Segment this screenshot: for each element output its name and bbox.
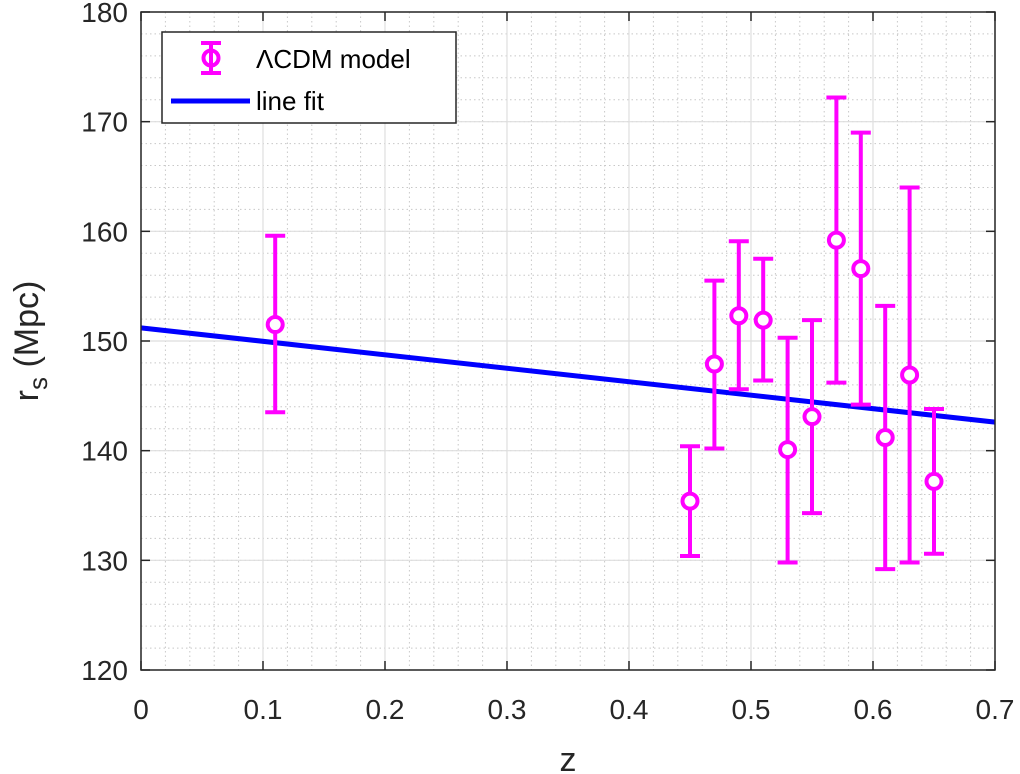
legend[interactable]: ΛCDM model line fit — [161, 31, 457, 124]
data-marker — [778, 440, 798, 460]
ticks — [140, 11, 996, 671]
data-point — [924, 406, 944, 556]
x-tick-label: 0.1 — [244, 694, 283, 725]
x-tick-label: 0.5 — [732, 694, 771, 725]
y-tick-label: 140 — [81, 436, 128, 467]
y-tick-label: 160 — [81, 216, 128, 247]
data-point — [265, 233, 286, 415]
y-tick-label: 180 — [81, 0, 128, 28]
data-marker — [826, 230, 846, 250]
x-tick-label: 0.7 — [976, 694, 1015, 725]
x-tick-label: 0.4 — [610, 694, 649, 725]
errorbar-layer — [265, 95, 944, 572]
x-tick-labels: 0 0.1 0.2 0.3 0.4 0.5 0.6 0.7 — [133, 694, 1014, 725]
data-point — [680, 444, 700, 558]
data-marker — [753, 310, 773, 330]
data-point — [728, 239, 749, 392]
y-axis-label-unit: (Mpc) — [8, 281, 46, 377]
data-point — [704, 278, 725, 451]
data-marker — [875, 428, 895, 448]
y-tick-label: 170 — [81, 107, 128, 138]
x-tick-label: 0.3 — [488, 694, 527, 725]
x-axis-label: z — [560, 741, 577, 774]
data-point — [753, 256, 774, 383]
data-marker — [851, 259, 871, 279]
legend-label-lcdm: ΛCDM model — [256, 44, 411, 74]
data-point — [802, 318, 822, 516]
legend-errorbar-marker-icon — [201, 41, 221, 75]
y-axis-label: rs (Mpc) — [8, 281, 53, 402]
y-axis-label-subscript: s — [23, 377, 53, 390]
x-tick-label: 0 — [133, 694, 149, 725]
y-tick-label: 120 — [81, 655, 128, 686]
data-point — [899, 185, 920, 565]
data-marker — [802, 407, 822, 427]
data-point — [826, 95, 847, 385]
data-marker — [924, 471, 944, 491]
y-tick-label: 150 — [81, 326, 128, 357]
data-marker — [680, 491, 700, 511]
y-tick-labels: 120 130 140 150 160 170 180 — [81, 0, 128, 686]
x-tick-label: 0.6 — [854, 694, 893, 725]
legend-label-line-fit: line fit — [256, 86, 325, 116]
data-marker — [704, 354, 724, 374]
data-point — [875, 303, 896, 572]
y-axis-label-main: r — [8, 390, 46, 401]
data-marker — [729, 306, 749, 326]
data-point — [850, 130, 871, 407]
data-marker — [900, 365, 920, 385]
x-tick-label: 0.2 — [366, 694, 405, 725]
data-point — [777, 335, 798, 565]
data-marker — [265, 315, 285, 335]
y-tick-label: 130 — [81, 545, 128, 576]
